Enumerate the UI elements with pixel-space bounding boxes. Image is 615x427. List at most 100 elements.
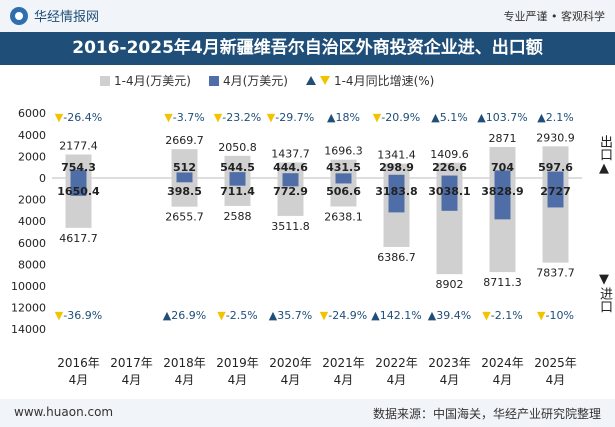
x-tick-label: 2017年 [110, 356, 153, 370]
label-export-ytd: 2930.9 [536, 131, 575, 144]
label-export-month: 512 [173, 161, 196, 174]
x-tick-label: 4月 [387, 373, 407, 387]
label-import-growth: ▲26.9% [163, 309, 206, 322]
brand-logo-icon [10, 6, 28, 25]
label-export-ytd: 2050.8 [218, 141, 257, 154]
down-triangle-icon: ▼ [320, 309, 329, 322]
y-tick-label: 14000 [11, 323, 46, 336]
growth-value: 2.1% [546, 111, 574, 124]
label-export-month: 431.5 [326, 161, 361, 174]
y-tick-label: 12000 [11, 302, 46, 315]
label-import-month: 506.6 [326, 185, 361, 198]
down-triangle-icon: ▼ [373, 111, 382, 124]
up-triangle-icon [305, 76, 316, 85]
label-export-month: 544.5 [220, 161, 255, 174]
x-tick-label: 2020年 [269, 356, 312, 370]
growth-value: -29.7% [275, 111, 314, 124]
label-import-ytd: 2638.1 [324, 210, 363, 223]
label-export-growth: ▼-20.9% [373, 111, 420, 124]
label-export-growth: ▼-3.7% [164, 111, 204, 124]
label-import-ytd: 2655.7 [165, 211, 204, 224]
label-import-growth: ▲142.1% [371, 309, 421, 322]
label-export-ytd: 1409.6 [430, 148, 469, 161]
bar-import-month [441, 178, 458, 211]
growth-value: 142.1% [380, 309, 422, 322]
label-import-growth: ▼-2.5% [217, 309, 257, 322]
label-export-ytd: 2871 [489, 132, 517, 145]
growth-value: 103.7% [486, 111, 528, 124]
label-export-ytd: 2177.4 [59, 139, 98, 152]
bar-export-month [176, 172, 193, 178]
bar-export-month [70, 169, 87, 178]
x-tick-label: 2016年 [57, 356, 100, 370]
growth-value: -2.1% [491, 309, 523, 322]
label-import-ytd: 3511.8 [271, 220, 310, 233]
growth-value: 35.7% [277, 309, 312, 322]
label-import-growth: ▲35.7% [269, 309, 312, 322]
label-import-growth: ▼-2.1% [482, 309, 522, 322]
y-tick-label: 6000 [18, 237, 46, 250]
bar-import-month [335, 178, 352, 184]
label-import-ytd: 4617.7 [59, 232, 98, 245]
legend-label-ytd: 1-4月(万美元) [114, 74, 191, 88]
label-export-month: 226.6 [432, 161, 467, 174]
legend: 1-4月(万美元) 4月(万美元) 1-4月同比增速(%) [100, 72, 434, 89]
y-tick-label: 4000 [18, 129, 46, 142]
growth-value: 5.1% [440, 111, 468, 124]
label-import-ytd: 2588 [224, 210, 252, 223]
x-tick-label: 2025年 [534, 356, 577, 370]
legend-swatch-gray [100, 75, 110, 86]
growth-value: 18% [336, 111, 360, 124]
label-export-month: 298.9 [379, 161, 414, 174]
up-triangle-icon: ▲ [537, 111, 546, 124]
label-export-growth: ▼-29.7% [267, 111, 314, 124]
footer: www.huaon.com 数据来源：中国海关，华经产业研究院整理 [0, 399, 615, 427]
x-tick-label: 4月 [228, 373, 248, 387]
y-tick-label: 10000 [11, 280, 46, 293]
label-export-month: 754.3 [61, 161, 96, 174]
up-triangle-icon: ▲ [163, 309, 172, 322]
label-import-ytd: 8902 [436, 278, 464, 291]
label-import-ytd: 8711.3 [483, 276, 522, 289]
bar-import-month [388, 178, 405, 213]
label-import-month: 398.5 [167, 185, 202, 198]
label-export-growth: ▲18% [327, 111, 360, 124]
up-triangle-icon: ▲ [431, 111, 440, 124]
bar-import-month [282, 178, 299, 187]
x-tick-label: 2021年 [322, 356, 365, 370]
bar-export-month [494, 170, 511, 178]
growth-value: -10% [546, 309, 574, 322]
top-bar: 华经情报网 专业严谨 • 客观科学 [0, 0, 615, 32]
label-import-growth: ▼-36.9% [55, 309, 102, 322]
footer-site[interactable]: www.huaon.com [14, 405, 114, 419]
down-triangle-icon: ▼ [55, 309, 64, 322]
up-triangle-icon: ▲ [327, 111, 336, 124]
label-export-ytd: 1341.4 [377, 149, 416, 162]
bar-import-ytd [171, 178, 198, 207]
bar-export-ytd [436, 162, 463, 178]
up-triangle-icon: ▲ [428, 309, 437, 322]
growth-value: -2.5% [226, 309, 258, 322]
up-triangle-icon: ▲ [371, 309, 380, 322]
x-tick-label: 2024年 [481, 356, 524, 370]
label-import-growth: ▼-10% [537, 309, 574, 322]
brand-name: 华经情报网 [34, 10, 100, 25]
chart-title: 2016-2025年4月新疆维吾尔自治区外商投资企业进、出口额 [0, 32, 615, 65]
brand[interactable]: 华经情报网 [10, 6, 99, 25]
x-tick-label: 4月 [334, 373, 354, 387]
down-arrow-icon: ▼ [599, 272, 609, 287]
footer-source: 数据来源：中国海关，华经产业研究院整理 [372, 407, 601, 421]
label-import-ytd: 6386.7 [377, 251, 416, 264]
x-tick-label: 4月 [175, 373, 195, 387]
bar-export-month [282, 173, 299, 178]
bar-import-month [547, 178, 564, 208]
brand-tags: 专业严谨 • 客观科学 [503, 10, 605, 23]
growth-value: -26.4% [63, 111, 102, 124]
down-triangle-icon [319, 76, 330, 85]
bar-export-month [547, 171, 564, 178]
label-export-growth: ▲5.1% [431, 111, 467, 124]
label-export-growth: ▼-26.4% [55, 111, 102, 124]
growth-value: -23.2% [222, 111, 261, 124]
legend-item-ytd: 1-4月(万美元) [100, 72, 191, 89]
down-triangle-icon: ▼ [482, 309, 491, 322]
